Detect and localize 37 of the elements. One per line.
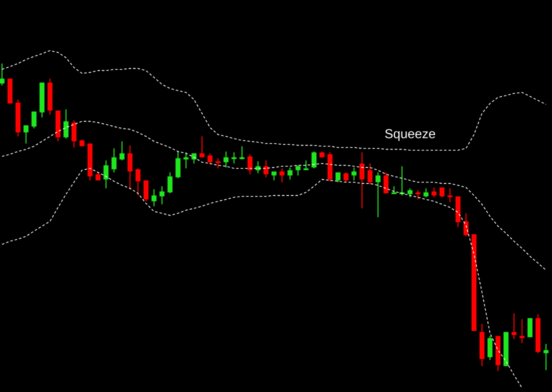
candlestick [184,152,188,169]
candlestick [64,108,68,140]
candlestick [224,150,228,168]
candlestick [248,154,252,175]
candlestick [128,144,132,190]
candlestick [352,166,356,181]
candlestick [512,312,516,340]
candlestick [152,188,156,207]
candlestick [32,110,36,129]
candlestick [288,166,292,180]
candlestick [24,124,28,144]
candlestick [112,148,116,173]
candlestick [280,168,284,183]
candlestick [296,164,300,176]
candlestick [176,150,180,179]
candlestick [544,343,548,371]
candlestick [344,172,348,183]
candlestick [104,160,108,189]
candlestick [384,172,388,194]
candlestick [488,335,492,360]
candlestick [312,150,316,169]
candlestick [264,160,268,178]
candlestick [168,172,172,194]
candlestick [160,186,164,205]
candlestick [144,180,148,202]
candlestick [376,172,380,218]
candlestick [360,152,364,209]
candlestick [136,168,140,196]
candlestick [120,140,124,161]
candlestick [0,63,4,86]
candlestick [520,318,524,344]
candlestick [432,186,436,198]
candlestick [200,136,204,158]
candlestick [368,162,372,185]
annotation: Squeeze [385,129,436,141]
candlestick [208,152,212,165]
candlestick [72,120,76,148]
